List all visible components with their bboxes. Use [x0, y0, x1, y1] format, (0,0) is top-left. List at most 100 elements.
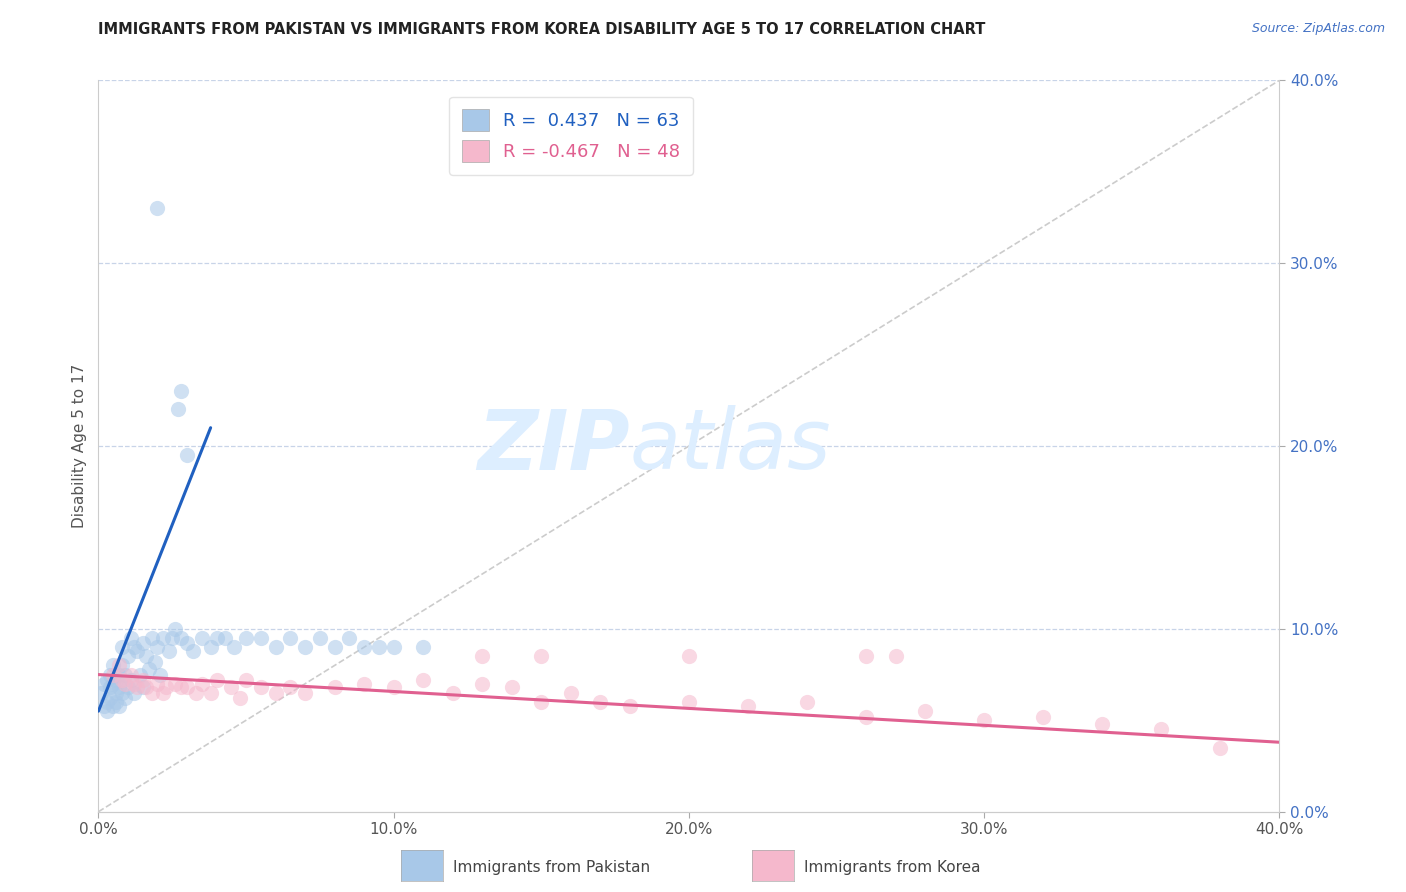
- Point: [111, 673, 134, 687]
- Point: [914, 704, 936, 718]
- Point: [108, 667, 131, 681]
- Point: [412, 673, 434, 687]
- Point: [117, 681, 139, 695]
- Point: [105, 686, 128, 700]
- Point: [149, 667, 172, 681]
- Point: [339, 631, 360, 645]
- Point: [250, 681, 273, 695]
- Point: [98, 681, 121, 695]
- Point: [117, 649, 139, 664]
- Point: [143, 655, 166, 669]
- Point: [884, 649, 907, 664]
- Point: [235, 673, 257, 687]
- Point: [162, 631, 183, 645]
- Point: [165, 622, 187, 636]
- Text: IMMIGRANTS FROM PAKISTAN VS IMMIGRANTS FROM KOREA DISABILITY AGE 5 TO 17 CORRELA: IMMIGRANTS FROM PAKISTAN VS IMMIGRANTS F…: [98, 22, 986, 37]
- Point: [132, 636, 155, 650]
- Point: [96, 704, 118, 718]
- Point: [155, 681, 177, 695]
- Point: [1032, 709, 1054, 723]
- Point: [678, 695, 700, 709]
- Point: [205, 673, 228, 687]
- Point: [114, 667, 136, 681]
- Text: Immigrants from Korea: Immigrants from Korea: [804, 860, 981, 874]
- Legend: R =  0.437   N = 63, R = -0.467   N = 48: R = 0.437 N = 63, R = -0.467 N = 48: [449, 96, 693, 175]
- Point: [138, 662, 160, 676]
- Point: [105, 695, 128, 709]
- Point: [678, 649, 700, 664]
- Point: [353, 640, 375, 655]
- Point: [278, 681, 302, 695]
- Point: [323, 681, 346, 695]
- Point: [278, 631, 302, 645]
- Text: Source: ZipAtlas.com: Source: ZipAtlas.com: [1251, 22, 1385, 36]
- Point: [224, 640, 246, 655]
- Point: [135, 649, 157, 664]
- Point: [152, 686, 174, 700]
- Point: [146, 640, 169, 655]
- Point: [382, 681, 405, 695]
- Point: [96, 695, 118, 709]
- Point: [98, 667, 121, 681]
- Point: [200, 686, 222, 700]
- Point: [184, 686, 207, 700]
- Point: [103, 698, 125, 713]
- Point: [125, 644, 148, 658]
- Point: [128, 667, 150, 681]
- Point: [141, 686, 163, 700]
- Point: [191, 676, 214, 690]
- Text: ZIP: ZIP: [477, 406, 630, 486]
- Point: [619, 698, 641, 713]
- Point: [111, 686, 134, 700]
- Point: [120, 667, 142, 681]
- Point: [219, 681, 242, 695]
- Point: [191, 631, 214, 645]
- Point: [200, 640, 222, 655]
- Point: [111, 640, 134, 655]
- Point: [108, 698, 131, 713]
- Point: [214, 631, 236, 645]
- Point: [105, 673, 128, 687]
- Point: [441, 686, 464, 700]
- Point: [114, 691, 136, 706]
- Point: [146, 202, 169, 216]
- Point: [132, 681, 155, 695]
- Point: [205, 631, 228, 645]
- Text: Immigrants from Pakistan: Immigrants from Pakistan: [453, 860, 650, 874]
- Point: [176, 636, 198, 650]
- Point: [796, 695, 818, 709]
- Point: [122, 640, 145, 655]
- Point: [103, 667, 125, 681]
- Point: [530, 695, 553, 709]
- Point: [114, 676, 136, 690]
- Point: [235, 631, 257, 645]
- Point: [264, 686, 287, 700]
- Point: [103, 676, 125, 690]
- Point: [176, 681, 198, 695]
- Point: [309, 631, 332, 645]
- Point: [170, 631, 193, 645]
- Point: [125, 681, 148, 695]
- Point: [132, 673, 155, 687]
- Point: [471, 676, 494, 690]
- Point: [165, 676, 187, 690]
- Point: [152, 631, 174, 645]
- Point: [157, 644, 180, 658]
- Point: [353, 676, 375, 690]
- Point: [176, 448, 198, 462]
- Point: [264, 640, 287, 655]
- Point: [973, 714, 995, 728]
- Point: [1091, 717, 1114, 731]
- Point: [98, 691, 121, 706]
- Point: [471, 649, 494, 664]
- Y-axis label: Disability Age 5 to 17: Disability Age 5 to 17: [72, 364, 87, 528]
- Point: [250, 631, 273, 645]
- Point: [90, 686, 112, 700]
- Point: [501, 681, 523, 695]
- Point: [167, 402, 190, 417]
- Point: [170, 681, 193, 695]
- Point: [589, 695, 612, 709]
- Point: [229, 691, 252, 706]
- Point: [855, 709, 877, 723]
- Point: [412, 640, 434, 655]
